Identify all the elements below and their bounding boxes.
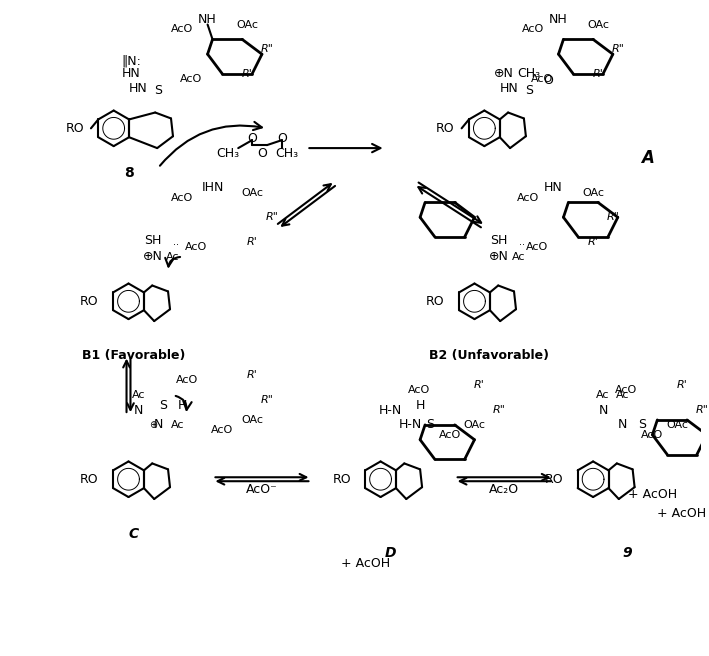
Text: ⊕N: ⊕N	[494, 68, 514, 81]
Text: RO: RO	[80, 295, 99, 308]
Text: ⊕: ⊕	[149, 420, 157, 430]
Text: C: C	[128, 527, 138, 541]
Text: R": R"	[493, 405, 506, 415]
Text: + AcOH: + AcOH	[628, 487, 677, 501]
Text: ..: ..	[173, 237, 179, 247]
Text: Ac: Ac	[171, 420, 184, 430]
Text: H: H	[415, 399, 425, 411]
Text: IHN: IHN	[201, 181, 224, 194]
Text: R': R'	[247, 371, 257, 380]
Text: R": R"	[265, 213, 278, 222]
Text: AcO: AcO	[185, 242, 208, 252]
Text: + AcOH: + AcOH	[657, 507, 707, 520]
Text: CH₃: CH₃	[518, 68, 540, 81]
Text: B2 (Unfavorable): B2 (Unfavorable)	[430, 349, 549, 362]
Text: OAc: OAc	[582, 188, 604, 197]
Text: OAc: OAc	[587, 20, 609, 30]
Text: S: S	[154, 84, 162, 97]
Text: S: S	[426, 419, 434, 432]
Text: AcO: AcO	[170, 192, 193, 203]
Text: O: O	[544, 74, 554, 87]
Text: AcO: AcO	[516, 192, 539, 203]
Text: O: O	[277, 132, 286, 145]
Text: S: S	[639, 419, 647, 432]
Text: Ac₂O: Ac₂O	[489, 483, 519, 496]
Text: RO: RO	[436, 122, 454, 135]
Text: R": R"	[260, 395, 274, 405]
Text: CH₃: CH₃	[275, 146, 298, 159]
Text: H-N: H-N	[398, 419, 422, 432]
Text: ..: ..	[519, 237, 525, 247]
Text: O: O	[247, 132, 257, 145]
Text: RO: RO	[426, 295, 445, 308]
Text: R': R'	[588, 237, 598, 247]
Text: CH₃: CH₃	[216, 146, 239, 159]
Text: N: N	[598, 403, 608, 417]
Text: Ac: Ac	[616, 390, 630, 400]
Text: AcO: AcO	[170, 24, 193, 35]
Text: OAc: OAc	[464, 420, 486, 430]
Text: ⊕N: ⊕N	[489, 251, 509, 263]
Text: + AcOH: + AcOH	[341, 557, 390, 570]
Text: 9: 9	[623, 546, 632, 560]
Text: OAc: OAc	[241, 188, 263, 197]
Text: HN: HN	[122, 68, 141, 81]
Text: AcO: AcO	[521, 24, 544, 35]
Text: A: A	[641, 149, 654, 167]
Text: R': R'	[474, 380, 485, 390]
Text: Ac: Ac	[596, 390, 610, 400]
Text: H: H	[178, 399, 188, 411]
Text: R': R'	[247, 237, 257, 247]
Text: HN: HN	[129, 82, 147, 95]
Text: NH: NH	[549, 13, 568, 26]
Text: SH: SH	[145, 234, 162, 247]
Text: SH: SH	[491, 234, 508, 247]
Text: D: D	[385, 546, 396, 560]
Text: R": R"	[606, 213, 619, 222]
Text: AcO: AcO	[526, 242, 549, 252]
Text: AcO: AcO	[439, 430, 461, 440]
Text: AcO: AcO	[641, 430, 664, 440]
Text: R': R'	[593, 69, 603, 79]
Text: R": R"	[611, 44, 624, 54]
Text: RO: RO	[545, 473, 564, 485]
Text: N: N	[618, 419, 627, 432]
Text: H-N: H-N	[379, 403, 402, 417]
Text: OAc: OAc	[241, 415, 263, 425]
Text: ⊕N: ⊕N	[143, 251, 163, 263]
Text: N: N	[153, 419, 163, 432]
Text: RO: RO	[333, 473, 351, 485]
Text: R': R'	[676, 380, 688, 390]
Text: Ac: Ac	[132, 390, 145, 400]
Text: AcO: AcO	[531, 74, 554, 84]
Text: OAc: OAc	[666, 420, 688, 430]
Text: RO: RO	[65, 122, 84, 135]
Text: AcO: AcO	[211, 425, 233, 435]
Text: ‖N:: ‖N:	[121, 54, 141, 68]
Text: AcO: AcO	[615, 385, 637, 396]
Text: S: S	[159, 399, 167, 411]
Text: AcO: AcO	[175, 375, 198, 385]
Text: AcO⁻: AcO⁻	[246, 483, 278, 496]
Text: HN: HN	[545, 181, 563, 194]
Text: R": R"	[696, 405, 708, 415]
Text: OAc: OAc	[236, 20, 258, 30]
Text: AcO: AcO	[408, 385, 430, 396]
Text: R': R'	[242, 69, 252, 79]
Text: HN: HN	[500, 82, 518, 95]
Text: Ac: Ac	[512, 252, 525, 262]
Text: N: N	[134, 403, 143, 417]
Text: AcO: AcO	[180, 74, 203, 84]
Text: S: S	[525, 84, 533, 97]
Text: R": R"	[260, 44, 274, 54]
Text: O: O	[257, 146, 267, 159]
Text: Ac: Ac	[166, 252, 180, 262]
Text: B1 (Favorable): B1 (Favorable)	[82, 349, 185, 362]
Text: NH: NH	[199, 13, 217, 26]
Text: RO: RO	[80, 473, 99, 485]
Text: 8: 8	[123, 166, 133, 180]
